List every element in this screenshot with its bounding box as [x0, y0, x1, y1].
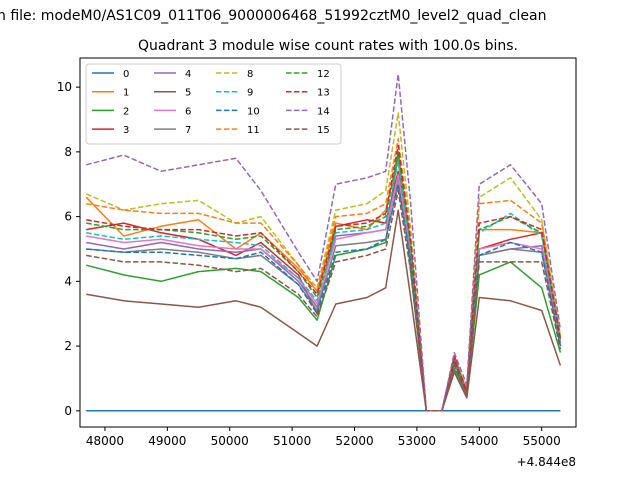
- legend-label-4: 4: [185, 69, 191, 80]
- y-tick-label: 4: [64, 274, 72, 288]
- series-line-8: [85, 112, 562, 412]
- legend-label-12: 12: [317, 69, 330, 80]
- legend-label-14: 14: [317, 106, 330, 117]
- series-line-15: [86, 189, 562, 412]
- series-line-12: [86, 151, 562, 412]
- x-axis-offset-label: +4.844e8: [517, 455, 576, 469]
- y-tick-label: 10: [57, 80, 72, 94]
- chart-title: Quadrant 3 module wise count rates with …: [138, 38, 518, 54]
- x-tick-label: 52000: [335, 434, 373, 448]
- x-tick-label: 55000: [523, 434, 561, 448]
- y-tick-label: 0: [64, 404, 72, 418]
- legend-label-1: 1: [123, 88, 129, 99]
- y-tick-label: 8: [64, 145, 72, 159]
- x-tick-label: 48000: [86, 434, 124, 448]
- series-line-5: [86, 209, 562, 412]
- figure-suptitle: n file: modeM0/AS1C09_011T06_9000006468_…: [0, 8, 546, 24]
- legend-box: [85, 63, 342, 145]
- legend-label-2: 2: [123, 106, 129, 117]
- x-tick-label: 51000: [273, 434, 311, 448]
- legend-label-8: 8: [247, 69, 253, 80]
- legend-label-13: 13: [317, 88, 330, 99]
- legend-label-6: 6: [185, 106, 191, 117]
- legend-label-15: 15: [317, 125, 330, 136]
- x-tick-label: 49000: [148, 434, 186, 448]
- series-line-9: [86, 160, 562, 412]
- series-layer: [85, 73, 562, 412]
- series-line-2: [86, 151, 562, 412]
- legend-label-7: 7: [185, 125, 191, 136]
- series-line-13: [86, 144, 562, 412]
- plot-frame: [79, 57, 577, 428]
- series-line-11: [86, 138, 562, 412]
- series-line-14: [86, 73, 562, 412]
- legend-label-9: 9: [247, 88, 253, 99]
- legend-label-10: 10: [247, 106, 260, 117]
- y-tick-label: 6: [64, 210, 72, 224]
- x-tick-label: 50000: [211, 434, 249, 448]
- legend-label-5: 5: [185, 88, 191, 99]
- axes-layer: 48000 49000 50000 51000 52000 53000 54000 55000…: [57, 80, 561, 448]
- legend-label-0: 0: [123, 69, 129, 80]
- legend-label-11: 11: [247, 125, 260, 136]
- legend-label-3: 3: [123, 125, 129, 136]
- x-tick-label: 53000: [398, 434, 436, 448]
- x-tick-label: 54000: [460, 434, 498, 448]
- y-tick-label: 2: [64, 339, 72, 353]
